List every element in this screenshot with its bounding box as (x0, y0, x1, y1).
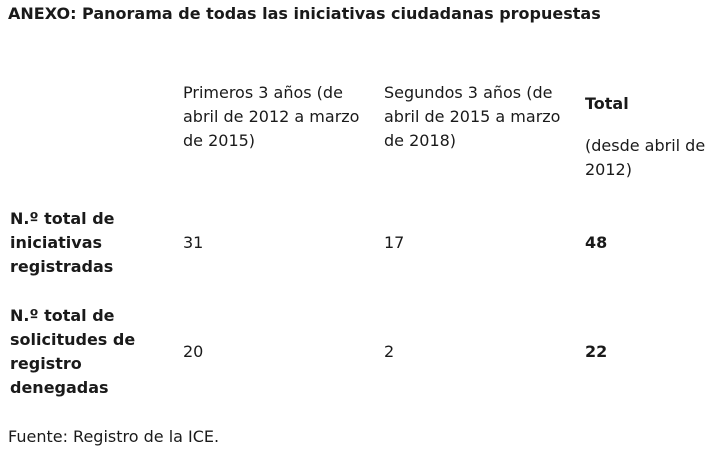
cell-denied-total: 22 (585, 342, 608, 361)
cell-registered-first-period: 31 (183, 233, 204, 252)
column-header-second-period: Segundos 3 años (de abril de 2015 a marz… (384, 83, 561, 150)
cell-denied-first-period: 20 (183, 342, 204, 361)
cell-denied-second-period: 2 (384, 342, 395, 361)
source-note: Fuente: Registro de la ICE. (8, 427, 220, 446)
column-header-first-period: Primeros 3 años (de abril de 2012 a marz… (183, 83, 360, 150)
column-header-total: Total (585, 94, 629, 113)
cell-registered-total: 48 (585, 233, 608, 252)
column-header-total-subtitle: (desde abril de 2012) (585, 136, 706, 179)
cell-registered-second-period: 17 (384, 233, 405, 252)
page-title: ANEXO: Panorama de todas las iniciativas… (8, 4, 601, 23)
row-label-denied: N.º total de solicitudes de registro den… (10, 306, 136, 397)
row-label-registered: N.º total de iniciativas registradas (10, 209, 115, 276)
